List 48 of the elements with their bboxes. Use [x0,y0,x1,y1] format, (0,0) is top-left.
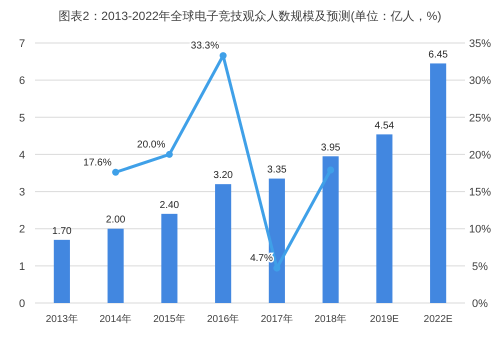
bar [430,63,446,303]
bar [322,156,339,303]
y2-tick-label: 10% [468,224,492,236]
point [112,168,120,176]
point [273,264,280,272]
y-tick-label: 0 [18,298,26,310]
x-tick-label: 2018年 [314,313,347,325]
y2-tick-label: 15% [468,186,492,199]
y-tick-label: 1 [18,260,26,273]
data-label: 17.6% [83,157,112,168]
bar [161,214,178,303]
y2-tick-label: 35% [468,38,492,50]
y2-tick-label: 0% [472,298,488,310]
bar [215,184,232,303]
x-tick-label: 2015年 [153,313,186,325]
y2-tick-label: 20% [468,149,492,162]
data-label: 6.45 [428,49,448,60]
point [220,52,227,60]
x-tick-label: 2016年 [207,313,240,325]
data-label: 1.70 [52,226,72,237]
point [166,150,173,158]
y2-tick-label: 5% [472,260,488,273]
data-label: 4.54 [374,120,395,132]
y-tick-label: 7 [18,38,26,50]
data-label: 2.40 [160,200,180,211]
data-label: 2.00 [106,214,126,226]
data-label: 3.20 [213,170,234,182]
x-tick-label: 2022E [424,314,453,325]
bar [108,228,124,303]
y-tick-label: 6 [18,75,26,88]
data-label: 20.0% [137,139,166,150]
data-label: 3.35 [267,164,288,176]
y-tick-label: 3 [18,186,26,199]
data-label: 3.95 [320,142,341,154]
x-tick-label: 2013年 [46,313,78,325]
bar [54,240,70,303]
y-tick-label: 5 [18,112,26,124]
x-tick-label: 2017年 [260,313,293,325]
y-tick-label: 4 [18,149,26,162]
y2-tick-label: 30% [468,75,492,88]
x-tick-label: 2014年 [100,313,132,325]
data-label: 33.3% [190,40,220,52]
point [327,166,334,174]
y2-tick-label: 25% [468,112,492,124]
x-tick-label: 2019E [370,314,400,325]
y-tick-label: 2 [18,224,26,236]
bar [376,134,392,303]
chart-title: 图表2：2013-2022年全球电子竞技观众人数规模及预测(单位：亿人，%) [58,9,442,23]
